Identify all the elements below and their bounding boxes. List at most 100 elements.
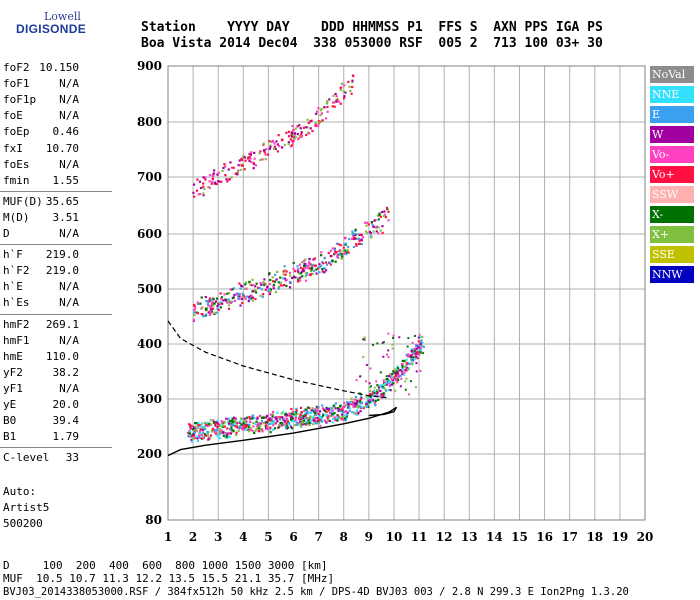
echo-point: [387, 374, 390, 378]
echo-point: [231, 288, 234, 291]
echo-point: [331, 421, 334, 424]
echo-point: [328, 98, 331, 101]
echo-point: [255, 424, 259, 427]
echo-point: [210, 423, 213, 426]
echo-point: [197, 421, 200, 425]
param-name: yF1: [3, 381, 23, 395]
legend-item: X+: [650, 226, 694, 243]
echo-point: [249, 157, 252, 160]
echo-point: [339, 244, 342, 247]
echo-point: [276, 150, 279, 153]
echo-point: [383, 210, 386, 213]
echo-point: [308, 261, 311, 265]
echo-point: [266, 426, 269, 429]
echo-point: [268, 272, 271, 275]
echo-point: [200, 313, 203, 316]
echo-point: [324, 261, 328, 264]
echo-point: [405, 366, 408, 369]
echo-point: [231, 296, 234, 300]
echo-point: [344, 417, 347, 420]
echo-point: [295, 409, 298, 412]
echo-point: [339, 404, 342, 408]
echo-point: [321, 260, 324, 264]
echo-point: [371, 393, 374, 396]
echo-point: [348, 407, 351, 410]
echo-point: [287, 130, 291, 133]
param-name: B1: [3, 430, 17, 444]
echo-point: [247, 426, 250, 429]
echo-point: [224, 165, 227, 168]
echo-point: [342, 405, 345, 409]
profile-dashed-line: [167, 320, 389, 399]
echo-point: [189, 427, 192, 430]
param-name: C-level: [3, 451, 50, 465]
echo-point: [317, 406, 320, 409]
echo-point: [260, 419, 264, 423]
echo-point: [419, 369, 422, 372]
echo-point: [208, 299, 211, 303]
echo-point: [219, 428, 222, 431]
param-name: foEp: [3, 125, 30, 139]
echo-point: [320, 420, 323, 423]
echo-point: [355, 409, 359, 412]
echo-point: [252, 425, 255, 428]
echo-point: [363, 338, 366, 341]
echo-point: [342, 97, 346, 100]
echo-point: [325, 410, 328, 413]
echo-point: [331, 412, 334, 416]
echo-point: [414, 334, 417, 337]
echo-point: [327, 414, 330, 417]
echo-point: [312, 258, 315, 261]
echo-point: [417, 346, 420, 349]
echo-point: [300, 412, 303, 415]
param-name: h`Es: [3, 296, 30, 310]
echo-point: [296, 125, 299, 128]
echo-point: [360, 239, 363, 242]
echo-point: [403, 371, 406, 374]
echo-point: [343, 401, 346, 404]
echo-point: [373, 401, 376, 404]
echo-point: [354, 234, 357, 237]
echo-point: [331, 259, 334, 262]
echo-point: [251, 278, 254, 281]
echo-point: [216, 419, 219, 422]
legend-item: NoVal: [650, 66, 694, 83]
echo-point: [227, 422, 231, 425]
echo-point: [344, 91, 347, 94]
echo-point: [299, 272, 303, 275]
param-name: hmE: [3, 349, 23, 363]
echo-point: [322, 414, 325, 417]
echo-point: [304, 412, 307, 415]
echo-point: [230, 430, 234, 433]
echo-point: [352, 245, 356, 249]
echo-point: [270, 140, 273, 144]
echo-point: [268, 292, 272, 296]
echo-point: [244, 281, 248, 284]
echo-point: [331, 406, 334, 410]
echo-point: [239, 287, 242, 290]
echo-point: [195, 429, 198, 433]
echo-point: [305, 417, 308, 420]
echo-point: [314, 413, 317, 417]
echo-point: [291, 141, 294, 144]
echo-point: [257, 422, 260, 425]
echo-point: [210, 310, 214, 313]
echo-point: [221, 169, 224, 173]
echo-point: [340, 255, 344, 258]
param-name: h`F: [3, 248, 23, 262]
echo-point: [365, 230, 368, 233]
echo-point: [379, 389, 382, 392]
echo-point: [272, 287, 275, 290]
echo-point: [322, 413, 325, 416]
echo-point: [196, 301, 199, 304]
echo-point: [311, 409, 314, 412]
echo-point: [311, 129, 314, 133]
echo-point: [204, 307, 208, 310]
echo-point: [375, 380, 378, 383]
echo-point: [231, 419, 234, 422]
x-tick-label: 1: [164, 530, 172, 544]
echo-point: [251, 429, 254, 432]
echo-point: [306, 267, 310, 270]
echo-point: [381, 210, 384, 214]
echo-point: [281, 146, 284, 149]
